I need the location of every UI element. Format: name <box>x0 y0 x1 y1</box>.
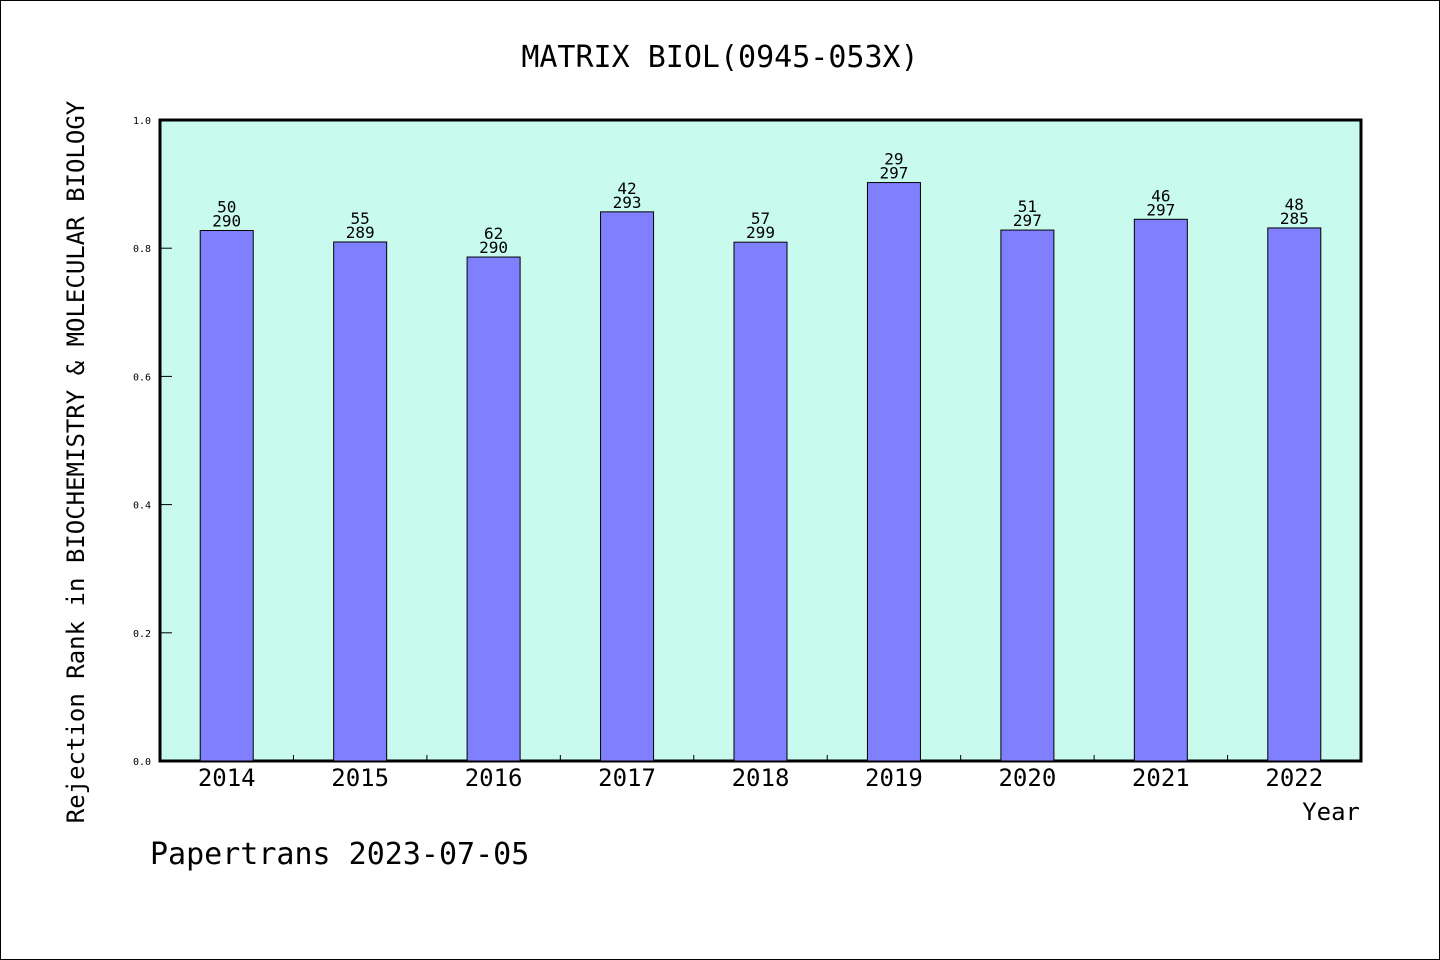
x-tick-label: 2021 <box>1132 764 1190 792</box>
y-axis: 0.0 0.2 0.4 0.6 0.8 1.0 <box>133 116 172 768</box>
bar-2015 <box>333 241 388 762</box>
bar-2022 <box>1267 227 1322 762</box>
bar-rank-label: 50 <box>217 198 236 217</box>
bar-total-label: 299 <box>746 223 775 242</box>
y-tick-label: 0.8 <box>133 244 151 255</box>
x-tick-label: 2019 <box>865 764 923 792</box>
bar-2020 <box>1000 229 1055 762</box>
bar-total-label: 290 <box>212 212 241 231</box>
bar-rank-label: 48 <box>1285 195 1304 214</box>
bar-total-label: 297 <box>879 164 908 183</box>
x-tick-label: 2018 <box>732 764 790 792</box>
bar-rank-label: 42 <box>617 179 636 198</box>
footer-stamp: Papertrans 2023-07-05 <box>150 837 529 872</box>
x-axis: 2014 2015 2016 2017 2018 2019 2020 2021 2022 <box>198 755 1323 792</box>
bar-2016 <box>466 256 521 762</box>
bar-rank-label: 51 <box>1018 197 1037 216</box>
bar-rank-label: 57 <box>751 209 770 228</box>
y-tick-label: 0.2 <box>133 629 151 640</box>
bar-rank-label: 29 <box>884 150 903 169</box>
bar-2021 <box>1133 218 1188 762</box>
y-tick-label: 0.0 <box>133 757 151 768</box>
bar-2018 <box>733 241 788 762</box>
bar-2017 <box>600 211 655 762</box>
chart-title: MATRIX BIOL(0945-053X) <box>521 40 918 75</box>
bar-total-label: 289 <box>346 223 375 242</box>
bar-2019 <box>866 182 921 762</box>
bar-total-label: 285 <box>1280 209 1309 228</box>
bar-rank-label: 46 <box>1151 186 1170 205</box>
x-tick-label: 2014 <box>198 764 256 792</box>
bar-rank-label: 55 <box>351 209 370 228</box>
y-tick-label: 1.0 <box>133 116 151 127</box>
bar-2014 <box>199 230 254 762</box>
y-tick-label: 0.4 <box>133 501 151 512</box>
x-tick-label: 2015 <box>331 764 389 792</box>
y-tick-label: 0.6 <box>133 372 151 383</box>
x-tick-label: 2020 <box>998 764 1056 792</box>
x-tick-label: 2022 <box>1265 764 1323 792</box>
x-tick-label: 2017 <box>598 764 656 792</box>
bar-total-label: 297 <box>1146 200 1175 219</box>
y-axis-label: Rejection Rank in BIOCHEMISTRY & MOLECUL… <box>62 100 90 823</box>
bar-total-label: 290 <box>479 238 508 257</box>
bar-total-label: 293 <box>613 193 642 212</box>
bar-rank-label: 62 <box>484 224 503 243</box>
x-tick-label: 2016 <box>465 764 523 792</box>
x-axis-label: Year <box>1302 798 1360 826</box>
bar-total-label: 297 <box>1013 211 1042 230</box>
